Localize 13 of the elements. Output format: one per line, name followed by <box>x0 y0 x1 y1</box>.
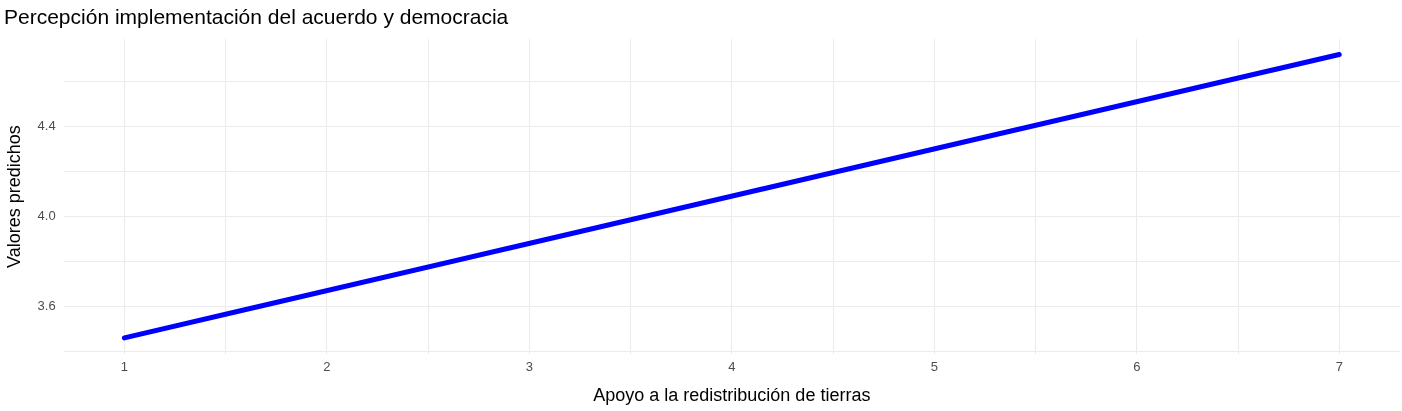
x-tick-label: 6 <box>1133 359 1141 375</box>
x-tick-label: 7 <box>1335 359 1343 375</box>
y-tick-label: 4.0 <box>37 208 56 224</box>
x-tick-label: 3 <box>525 359 533 375</box>
x-axis-title: Apoyo a la redistribución de tierras <box>593 385 871 406</box>
x-tick-label: 4 <box>728 359 736 375</box>
x-tick-label: 1 <box>120 359 129 375</box>
x-tick-label: 5 <box>930 359 938 375</box>
y-axis-title: Valores predichos <box>3 125 24 268</box>
chart-title: Percepción implementación del acuerdo y democracia <box>4 5 509 29</box>
y-tick-label: 4.4 <box>37 118 56 134</box>
y-tick-label: 3.6 <box>37 298 56 314</box>
x-tick-label: 2 <box>323 359 331 375</box>
